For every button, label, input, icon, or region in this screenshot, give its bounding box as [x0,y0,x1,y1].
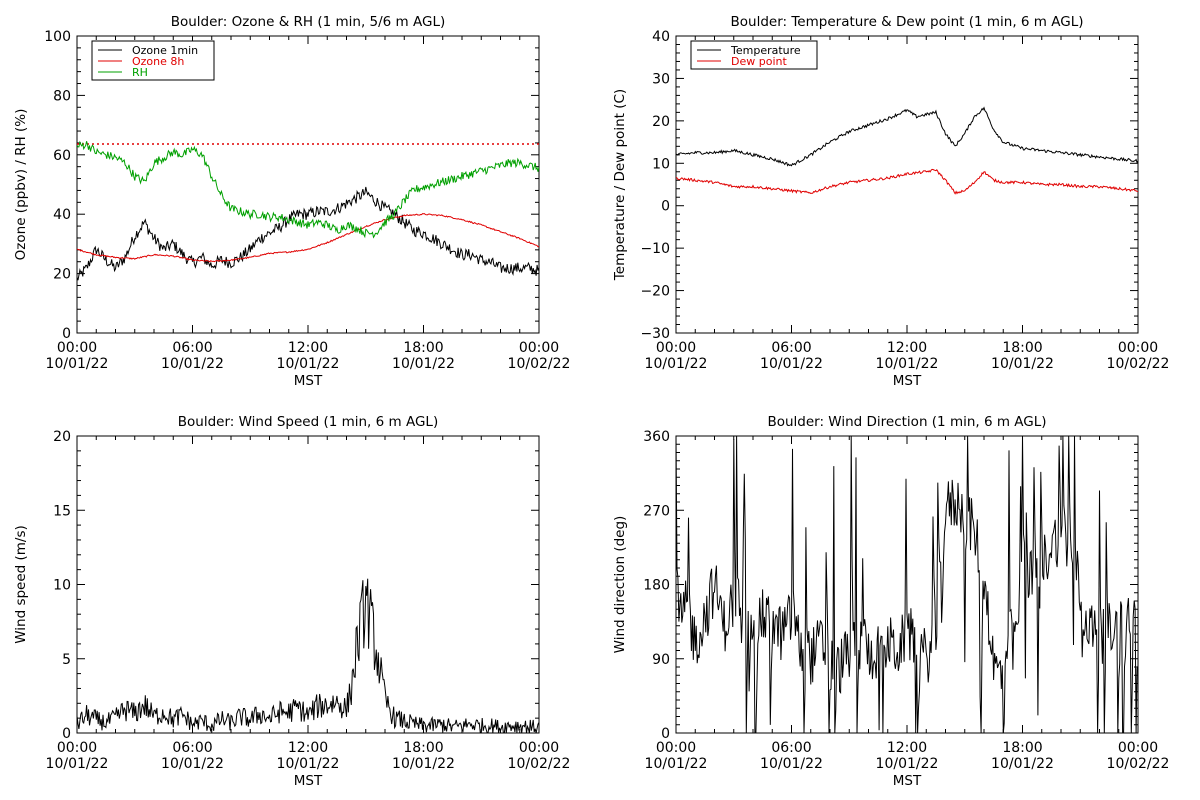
y-tick-label: 0 [62,326,71,342]
chart-title: Boulder: Temperature & Dew point (1 min,… [731,14,1084,30]
x-tick-label-date: 10/02/22 [508,756,571,772]
x-tick-label-date: 10/01/22 [645,756,708,772]
y-tick-label: 20 [652,114,670,130]
y-tick-label: 360 [643,429,670,445]
x-tick-label-time: 18:00 [403,740,443,756]
x-tick-label-date: 10/01/22 [277,756,340,772]
chart-title: Boulder: Wind Speed (1 min, 6 m AGL) [178,414,438,430]
y-axis-label: Wind speed (m/s) [13,525,29,644]
x-tick-label-time: 00:00 [1118,740,1158,756]
x-tick-label-date: 10/01/22 [46,756,109,772]
legend-label: Ozone 8h [132,55,184,68]
y-tick-label: 15 [53,503,71,519]
x-tick-label-date: 10/01/22 [991,356,1054,372]
x-tick-label-date: 10/01/22 [277,356,340,372]
x-axis-label: MST [893,373,922,389]
y-tick-label: −30 [640,326,670,342]
y-tick-label: 10 [652,156,670,172]
y-tick-label: 5 [62,652,71,668]
x-tick-label-date: 10/02/22 [1107,756,1170,772]
x-tick-label-time: 06:00 [771,340,811,356]
x-tick-label-time: 00:00 [656,340,696,356]
x-tick-label-date: 10/01/22 [876,756,939,772]
y-tick-label: 0 [661,726,670,742]
series-line [77,578,539,733]
y-tick-label: 20 [53,267,71,283]
y-tick-label: 90 [652,652,670,668]
y-tick-label: 180 [643,578,670,594]
x-tick-label-time: 06:00 [172,740,212,756]
series-line-ozone-8h [77,213,539,263]
series-line [676,436,1138,733]
y-tick-label: 270 [643,503,670,519]
x-tick-label-time: 06:00 [771,740,811,756]
x-tick-label-time: 06:00 [172,340,212,356]
x-tick-label-date: 10/01/22 [991,756,1054,772]
legend-box [690,40,818,70]
x-tick-label-time: 12:00 [887,340,927,356]
x-tick-label-time: 00:00 [656,740,696,756]
x-tick-label-date: 10/01/22 [645,356,708,372]
series-line-dew-point [676,168,1138,195]
legend-label: RH [132,66,148,79]
x-tick-label-date: 10/01/22 [876,356,939,372]
plot-frame [76,35,540,334]
x-tick-label-date: 10/01/22 [760,756,823,772]
x-tick-label-time: 00:00 [57,340,97,356]
chart-title: Boulder: Wind Direction (1 min, 6 m AGL) [767,414,1046,430]
x-tick-label-date: 10/01/22 [392,356,455,372]
y-axis-label: Ozone (ppbv) / RH (%) [13,109,29,261]
y-tick-label: 60 [53,148,71,164]
y-tick-label: 100 [44,29,71,45]
x-tick-label-time: 00:00 [1118,340,1158,356]
x-tick-label-time: 00:00 [57,740,97,756]
y-axis-label: Temperature / Dew point (C) [612,89,628,281]
y-tick-label: −10 [640,241,670,257]
x-tick-label-time: 18:00 [1002,340,1042,356]
y-tick-label: 0 [661,199,670,215]
x-tick-label-time: 18:00 [403,340,443,356]
x-axis-label: MST [294,773,323,789]
y-tick-label: 10 [53,578,71,594]
x-tick-label-time: 00:00 [519,340,559,356]
legend-label: Ozone 1min [132,44,198,57]
x-tick-label-date: 10/01/22 [46,356,109,372]
y-tick-label: 80 [53,88,71,104]
chart-panel-temp-dewpoint: Boulder: Temperature & Dew point (1 min,… [612,14,1169,389]
x-tick-label-date: 10/02/22 [508,356,571,372]
chart-title: Boulder: Ozone & RH (1 min, 5/6 m AGL) [171,14,446,30]
series-line-temperature [676,106,1138,167]
x-tick-label-date: 10/01/22 [161,356,224,372]
legend-label: Temperature [730,44,801,57]
y-tick-label: −20 [640,284,670,300]
x-tick-label-time: 12:00 [288,740,328,756]
chart-panel-wind-direction: Boulder: Wind Direction (1 min, 6 m AGL)… [612,414,1169,789]
y-tick-label: 40 [652,29,670,45]
x-tick-label-date: 10/01/22 [161,756,224,772]
plot-frame [76,435,540,734]
y-tick-label: 30 [652,71,670,87]
x-tick-label-date: 10/01/22 [392,756,455,772]
series-line-rh [77,140,539,239]
x-axis-label: MST [893,773,922,789]
x-tick-label-time: 18:00 [1002,740,1042,756]
y-tick-label: 40 [53,207,71,223]
y-tick-label: 20 [53,429,71,445]
x-tick-label-date: 10/02/22 [1107,356,1170,372]
legend-label: Dew point [731,55,787,68]
series-line-ozone-1min [77,186,539,281]
x-tick-label-date: 10/01/22 [760,356,823,372]
x-tick-label-time: 12:00 [887,740,927,756]
x-axis-label: MST [294,373,323,389]
x-tick-label-time: 00:00 [519,740,559,756]
chart-panel-ozone-rh: Boulder: Ozone & RH (1 min, 5/6 m AGL) 0 2… [13,14,570,389]
y-axis-label: Wind direction (deg) [612,516,628,654]
x-tick-label-time: 12:00 [288,340,328,356]
y-tick-label: 0 [62,726,71,742]
chart-panel-wind-speed: Boulder: Wind Speed (1 min, 6 m AGL) 0 5 10… [13,414,570,789]
